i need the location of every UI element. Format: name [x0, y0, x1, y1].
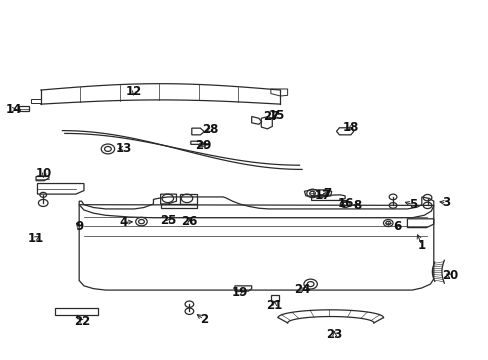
Text: 19: 19 — [231, 287, 247, 300]
Text: 27: 27 — [262, 110, 279, 123]
Text: 3: 3 — [442, 197, 450, 210]
Text: 9: 9 — [75, 220, 83, 233]
Text: 17: 17 — [314, 189, 330, 202]
Text: 29: 29 — [195, 139, 211, 152]
Text: 25: 25 — [160, 214, 177, 227]
Text: 16: 16 — [337, 198, 354, 211]
Text: 2: 2 — [199, 313, 207, 326]
Bar — [55, 309, 98, 315]
Text: 24: 24 — [293, 283, 309, 296]
Text: 20: 20 — [442, 270, 458, 283]
Text: 12: 12 — [126, 85, 142, 98]
Text: 13: 13 — [115, 142, 132, 155]
Text: 6: 6 — [393, 220, 401, 233]
Text: 18: 18 — [342, 121, 358, 134]
Text: 15: 15 — [268, 109, 285, 122]
Text: 1: 1 — [417, 239, 425, 252]
Text: 23: 23 — [326, 328, 342, 341]
Text: 14: 14 — [5, 103, 21, 116]
Text: 8: 8 — [353, 199, 361, 212]
Text: 10: 10 — [36, 167, 52, 180]
Text: 28: 28 — [202, 123, 218, 136]
Text: 26: 26 — [181, 215, 197, 228]
Text: 7: 7 — [322, 187, 330, 200]
Text: 4: 4 — [120, 216, 127, 229]
Text: 21: 21 — [266, 299, 282, 312]
Text: 5: 5 — [408, 198, 416, 211]
Text: 11: 11 — [28, 232, 44, 245]
Text: 22: 22 — [74, 315, 90, 328]
